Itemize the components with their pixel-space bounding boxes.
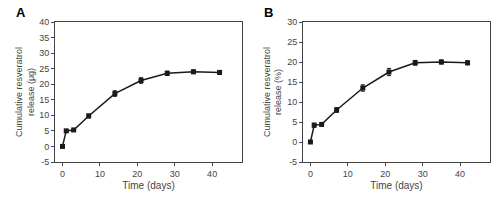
svg-text:Time (days): Time (days) [122,180,174,191]
svg-text:30: 30 [170,169,180,179]
svg-text:40: 40 [455,169,465,179]
svg-text:Time (days): Time (days) [370,180,422,191]
svg-text:10: 10 [95,169,105,179]
svg-text:20: 20 [287,57,297,67]
svg-text:0: 0 [308,169,313,179]
svg-text:0: 0 [292,137,297,147]
svg-text:20: 20 [132,169,142,179]
svg-text:B: B [264,5,273,20]
svg-text:5: 5 [44,126,49,136]
svg-text:40: 40 [207,169,217,179]
svg-text:0: 0 [44,142,49,152]
svg-text:Cumulative resveratrolrelease: Cumulative resveratrolrelease (%) [262,47,284,137]
svg-text:10: 10 [343,169,353,179]
svg-text:10: 10 [287,97,297,107]
svg-text:30: 30 [39,48,49,58]
svg-text:40: 40 [39,17,49,27]
svg-text:0: 0 [60,169,65,179]
svg-text:20: 20 [39,79,49,89]
svg-text:-5: -5 [289,157,297,167]
svg-text:10: 10 [39,110,49,120]
svg-text:30: 30 [287,17,297,27]
svg-text:-5: -5 [41,157,49,167]
svg-text:25: 25 [39,64,49,74]
svg-text:20: 20 [380,169,390,179]
svg-text:Cumulative resveratrolrelease: Cumulative resveratrolrelease (μg) [14,47,36,137]
svg-text:35: 35 [39,33,49,43]
svg-text:5: 5 [292,117,297,127]
svg-text:A: A [16,5,26,20]
svg-text:15: 15 [287,77,297,87]
svg-text:30: 30 [418,169,428,179]
svg-text:25: 25 [287,37,297,47]
svg-text:15: 15 [39,95,49,105]
